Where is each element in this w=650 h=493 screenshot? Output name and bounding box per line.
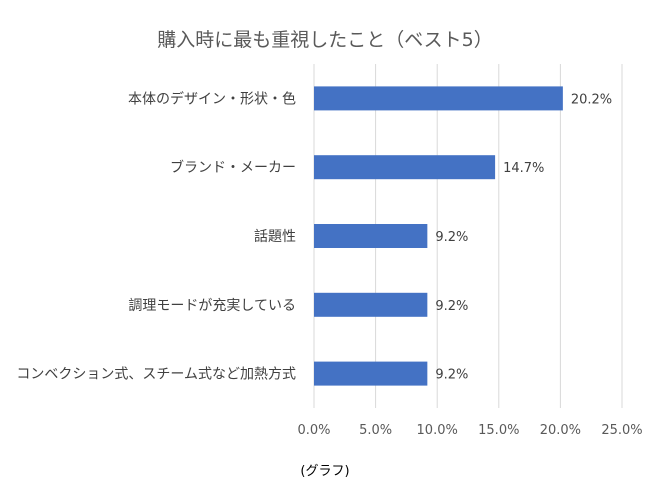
data-labels: 20.2% 14.7% 9.2% 9.2% 9.2% [435,92,612,382]
bar-value-label: 14.7% [503,161,544,176]
x-tick-label: 5.0% [359,423,392,438]
bar [314,361,428,386]
bar [314,292,428,317]
bar-value-label: 20.2% [571,92,612,107]
x-tick-label: 25.0% [601,423,642,438]
chart-title: 購入時に最も重視したこと（ベスト5） [157,29,492,51]
gridlines [313,64,623,408]
x-tick-label: 10.0% [417,423,458,438]
category-label: コンベクション式、スチーム式など加熱方式 [16,367,296,383]
x-tick-label: 20.0% [540,423,581,438]
x-tick-label: 0.0% [297,423,330,438]
bar-value-label: 9.2% [435,368,468,383]
category-labels: 本体のデザイン・形状・色ブランド・メーカー話題性調理モードが充実しているコンベク… [16,90,296,382]
x-tick-labels: 0.0% 5.0% 10.0% 15.0% 20.0% 25.0% [297,423,642,438]
bar [314,155,496,180]
bar [314,86,563,111]
bar [314,224,428,248]
category-label: 調理モードが充実している [128,298,296,314]
bar-value-label: 9.2% [435,230,468,245]
bar-series [314,86,563,386]
category-label: ブランド・メーカー [170,159,296,176]
category-label: 話題性 [254,228,296,245]
x-tick-label: 15.0% [478,423,519,438]
bar-value-label: 9.2% [435,299,468,314]
category-label: 本体のデザイン・形状・色 [128,90,296,107]
chart-caption: (グラフ) [300,464,350,479]
